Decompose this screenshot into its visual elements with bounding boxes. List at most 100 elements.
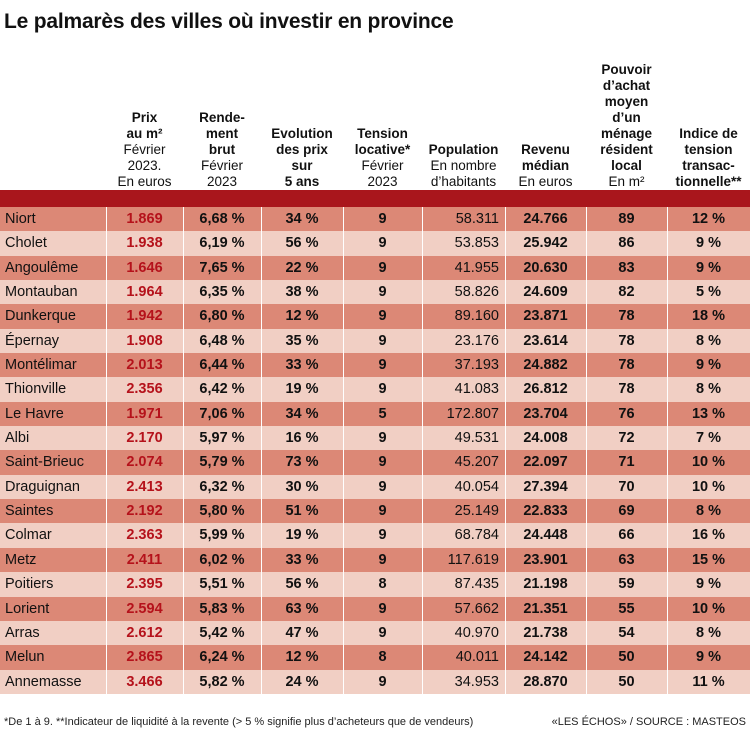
- cell-yield: 5,80 %: [199, 503, 245, 520]
- cell-revenu: 24.142: [523, 649, 568, 666]
- cell-city: Le Havre: [5, 405, 64, 422]
- cell-pouvoir: 78: [618, 381, 635, 398]
- cell-tension: 9: [378, 551, 387, 568]
- column-divider: [261, 207, 262, 694]
- cell-revenu: 24.882: [523, 357, 568, 374]
- header-population: Population En nombre d’habitants: [428, 142, 499, 189]
- cell-population: 117.619: [447, 551, 499, 568]
- table-row: Épernay 1.908 6,48 % 35 % 9 23.176 23.614 78 8 %: [0, 328, 750, 354]
- table-row: Draguignan 2.413 6,32 % 30 % 9 40.054 27.394 70…: [0, 474, 750, 500]
- cell-revenu: 21.738: [523, 624, 568, 641]
- cell-indice: 5 %: [696, 284, 721, 301]
- source-credit: «LES ÉCHOS» / SOURCE : MASTEOS: [551, 716, 746, 728]
- cell-price: 2.612: [126, 624, 163, 641]
- cell-evolution: 56 %: [285, 576, 319, 593]
- cell-city: Lorient: [5, 600, 50, 617]
- cell-indice: 16 %: [691, 527, 726, 544]
- cell-city: Épernay: [5, 332, 60, 349]
- cell-city: Thionville: [5, 381, 67, 398]
- cell-indice: 13 %: [691, 405, 726, 422]
- cell-population: 89.160: [454, 308, 499, 325]
- cell-city: Cholet: [5, 235, 47, 252]
- column-divider: [343, 207, 344, 694]
- cell-yield: 6,35 %: [199, 284, 245, 301]
- cell-evolution: 47 %: [285, 624, 319, 641]
- cell-indice: 10 %: [691, 454, 726, 471]
- header-evolution: Evolution des prix sur 5 ans: [271, 126, 333, 189]
- cell-population: 40.054: [454, 478, 499, 495]
- column-divider: [505, 207, 506, 694]
- cell-price: 2.363: [126, 527, 163, 544]
- table-row: Montélimar 2.013 6,44 % 33 % 9 37.193 24.882 78…: [0, 353, 750, 378]
- cell-price: 2.074: [126, 454, 163, 471]
- cell-tension: 8: [378, 649, 387, 666]
- cell-population: 53.853: [454, 235, 499, 252]
- cell-revenu: 24.766: [523, 211, 568, 227]
- cell-evolution: 24 %: [285, 673, 319, 690]
- cell-population: 57.662: [454, 600, 499, 617]
- cell-revenu: 24.448: [523, 527, 568, 544]
- cell-pouvoir: 63: [618, 551, 635, 568]
- cell-indice: 9 %: [696, 259, 721, 276]
- cell-evolution: 56 %: [285, 235, 319, 252]
- column-divider: [667, 207, 668, 694]
- cell-tension: 9: [378, 308, 387, 325]
- cell-city: Niort: [5, 211, 36, 227]
- cell-price: 2.411: [126, 551, 163, 568]
- cell-yield: 5,51 %: [199, 576, 245, 593]
- cell-indice: 10 %: [691, 478, 726, 495]
- cell-city: Annemasse: [5, 673, 82, 690]
- cell-price: 1.908: [126, 332, 163, 349]
- cell-population: 25.149: [454, 503, 499, 520]
- cell-population: 23.176: [454, 332, 499, 349]
- cell-city: Angoulême: [5, 259, 79, 276]
- column-divider: [586, 207, 587, 694]
- cell-tension: 9: [378, 624, 387, 641]
- cell-evolution: 51 %: [285, 503, 319, 520]
- cell-city: Saintes: [5, 503, 54, 520]
- cell-revenu: 23.704: [523, 405, 568, 422]
- cell-price: 2.395: [126, 576, 163, 593]
- cell-indice: 10 %: [691, 600, 726, 617]
- cell-indice: 7 %: [696, 430, 721, 447]
- cell-yield: 6,42 %: [199, 381, 245, 398]
- cell-city: Saint-Brieuc: [5, 454, 84, 471]
- header-revenu: Revenu médian En euros: [518, 142, 573, 189]
- cell-tension: 9: [378, 259, 387, 276]
- table-row: Arras 2.612 5,42 % 47 % 9 40.970 21.738 54 8 %: [0, 620, 750, 646]
- cell-population: 34.953: [454, 673, 499, 690]
- cell-indice: 9 %: [696, 649, 721, 666]
- cell-pouvoir: 69: [618, 503, 635, 520]
- cell-pouvoir: 82: [618, 284, 635, 301]
- cell-price: 1.964: [126, 284, 163, 301]
- cell-yield: 6,80 %: [199, 308, 245, 325]
- cell-tension: 9: [378, 527, 387, 544]
- cell-evolution: 33 %: [285, 357, 319, 374]
- table-row: Poitiers 2.395 5,51 % 56 % 8 87.435 21.198 59 9 …: [0, 572, 750, 597]
- cell-population: 49.531: [454, 430, 499, 447]
- cell-pouvoir: 86: [618, 235, 635, 252]
- cell-tension: 9: [378, 600, 387, 617]
- table-row: Saintes 2.192 5,80 % 51 % 9 25.149 22.833 69 8 %: [0, 499, 750, 524]
- cell-city: Montauban: [5, 284, 78, 301]
- header-price: Prix au m² Février 2023. En euros: [117, 110, 172, 189]
- cell-pouvoir: 50: [618, 673, 635, 690]
- cell-evolution: 22 %: [285, 259, 319, 276]
- table-row: Albi 2.170 5,97 % 16 % 9 49.531 24.008 72 7 %: [0, 426, 750, 451]
- cell-evolution: 16 %: [285, 430, 319, 447]
- cell-pouvoir: 78: [618, 357, 635, 374]
- cell-indice: 8 %: [696, 332, 721, 349]
- cell-yield: 7,65 %: [199, 259, 245, 276]
- cell-price: 1.971: [126, 405, 163, 422]
- cell-tension: 9: [378, 503, 387, 520]
- cell-price: 2.865: [126, 649, 163, 666]
- cell-indice: 8 %: [696, 503, 721, 520]
- cell-evolution: 12 %: [285, 649, 319, 666]
- cell-yield: 5,99 %: [199, 527, 245, 544]
- cell-indice: 8 %: [696, 624, 721, 641]
- cell-revenu: 23.871: [523, 308, 568, 325]
- cell-pouvoir: 50: [618, 649, 635, 666]
- footnote: *De 1 à 9. **Indicateur de liquidité à l…: [4, 716, 474, 728]
- header-yield: Rende- ment brut Février 2023: [199, 110, 245, 189]
- cell-indice: 18 %: [691, 308, 726, 325]
